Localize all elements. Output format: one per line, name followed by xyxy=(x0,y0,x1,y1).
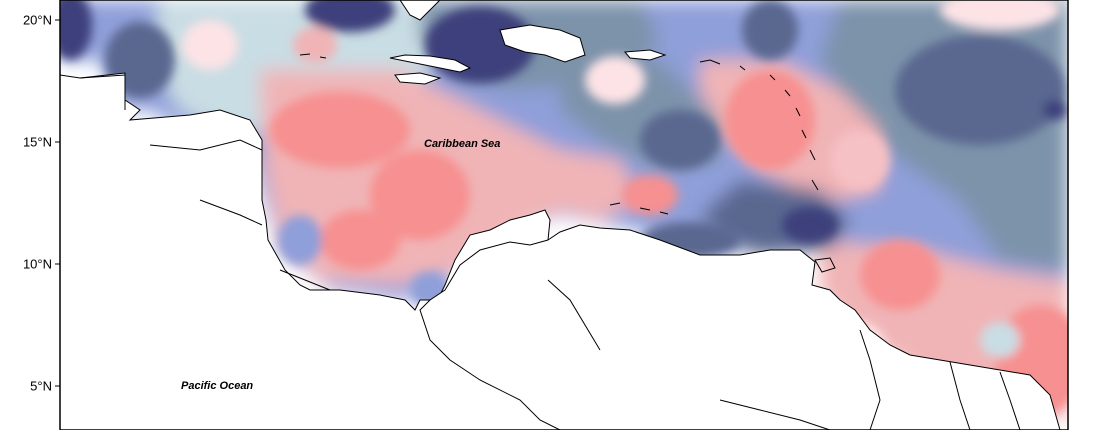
land-cuba-top xyxy=(399,0,441,21)
island-cayman xyxy=(299,53,327,59)
blob-dark-westedge xyxy=(60,0,92,60)
island-chain-1 xyxy=(699,59,819,191)
land-cuba xyxy=(389,54,472,73)
blob-salmon-east xyxy=(830,130,890,190)
land-puerto-rico xyxy=(623,49,667,61)
blob-pale-ne xyxy=(940,0,1060,30)
land-masses xyxy=(60,0,1061,430)
border-suriname-guiana xyxy=(999,371,1021,430)
y-tick-label-20: 20°N xyxy=(23,13,52,28)
border-nicaragua xyxy=(199,199,263,226)
border-colombia-venezuela xyxy=(547,279,601,351)
border-guyana-suriname xyxy=(949,361,971,430)
blob-slate-mid xyxy=(640,110,720,170)
blob-pink-jamaica xyxy=(293,27,337,63)
country-borders xyxy=(79,74,1021,430)
blob-salmon-guiana xyxy=(860,240,940,310)
blob-salmon-lesser xyxy=(725,70,815,170)
y-tick-label-5: 5°N xyxy=(30,379,52,394)
blob-slate-east xyxy=(895,35,1065,145)
plot-frame xyxy=(59,0,1069,430)
blob-pale-pink-mid xyxy=(585,56,645,104)
blob-salmon-south xyxy=(320,210,400,270)
land-south-america xyxy=(419,224,1061,430)
blob-dark-east xyxy=(1043,100,1067,120)
blob-slate-ne xyxy=(742,0,798,60)
y-tick-label-10: 10°N xyxy=(23,257,52,272)
blob-pink-mid xyxy=(622,175,678,215)
blob-salmon-center xyxy=(270,92,410,168)
border-honduras xyxy=(149,139,263,151)
border-venezuela-guyana xyxy=(859,329,881,430)
island-trinidad xyxy=(814,257,836,273)
blob-pale-guiana xyxy=(980,322,1020,358)
island-abc xyxy=(609,202,669,215)
blob-salmon-center2 xyxy=(370,150,470,240)
blob-periwinkle-honduras xyxy=(278,215,322,265)
label-caribbean-sea: Caribbean Sea xyxy=(424,138,500,150)
border-mexico-guatemala xyxy=(79,74,126,110)
blob-pale-west xyxy=(182,20,238,70)
y-tick-label-15: 15°N xyxy=(23,135,52,150)
lesser-antilles xyxy=(299,53,836,273)
blob-dark-north xyxy=(305,0,395,32)
border-colombia-south xyxy=(719,399,831,430)
label-pacific-ocean: Pacific Ocean xyxy=(181,380,253,392)
y-axis: 20°N 15°N 10°N 5°N xyxy=(23,13,60,394)
land-hispaniola xyxy=(499,24,586,63)
border-costa-rica xyxy=(279,269,331,291)
blob-dark-lesser xyxy=(782,207,838,243)
land-jamaica xyxy=(394,72,442,85)
